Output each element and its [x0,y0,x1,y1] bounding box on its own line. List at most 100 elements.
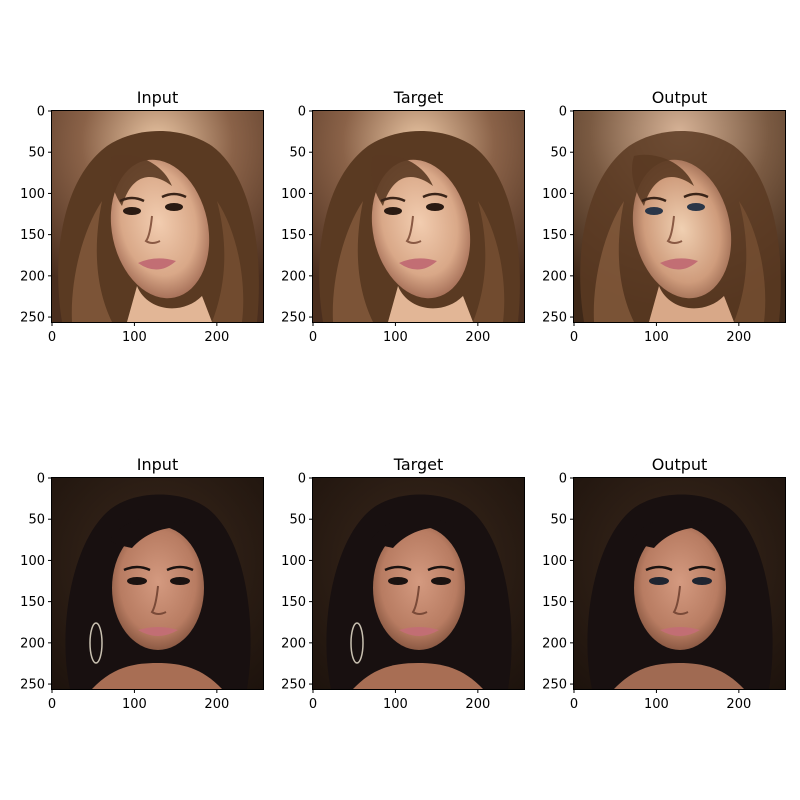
lips [660,258,698,270]
face-photo [574,478,785,689]
x-tick-label: 100 [383,330,408,345]
y-tick-label: 0 [37,105,45,120]
x-tick-label: 0 [48,697,56,712]
nose [411,585,428,615]
axes-frame [51,477,264,690]
axes-frame [573,110,786,323]
y-tick-label: 50 [550,146,567,161]
face [632,159,732,299]
x-tick-label: 200 [465,697,490,712]
face-photo [52,111,263,322]
hair-highlight [332,201,373,322]
eye [165,203,183,211]
y-tick-label: 200 [542,636,567,651]
eye [645,207,663,215]
eyebrow [641,196,667,203]
y-tick-label: 100 [20,554,45,569]
y-tick-label: 250 [542,311,567,326]
eye [388,577,408,585]
y-tick-label: 50 [289,513,306,528]
x-tick-label: 100 [122,330,147,345]
eyebrow [161,192,187,199]
x-tick-label: 100 [122,697,147,712]
nose [666,215,683,244]
x-tick-label: 200 [726,330,751,345]
eyebrow [427,565,455,572]
face-photo [574,111,785,322]
y-tick-label: 250 [542,678,567,693]
x-tick-label: 0 [48,330,56,345]
eyebrow [119,196,145,203]
y-tick-label: 100 [281,187,306,202]
y-tick-label: 0 [298,105,306,120]
y-tick-label: 200 [281,636,306,651]
eye [127,577,147,585]
lips [138,627,178,636]
hair-bangs [110,154,172,206]
neck [127,286,212,322]
lips [660,627,700,636]
eye [649,577,669,585]
face [110,159,210,299]
panel-title: Output [652,88,708,107]
axes-frame [573,477,786,690]
eye [123,207,141,215]
hoop-earring [350,622,364,664]
axes-frame [312,477,525,690]
y-tick-label: 200 [542,269,567,284]
eyebrow [384,565,412,572]
panel-title: Target [393,455,444,474]
axes-frame [312,110,525,323]
y-tick-label: 100 [281,554,306,569]
eyebrow [683,192,709,199]
x-tick-label: 0 [309,330,317,345]
shoulders [353,663,483,689]
x-tick-label: 0 [570,697,578,712]
y-tick-label: 0 [559,472,567,487]
eye [426,203,444,211]
eyebrow [380,196,406,203]
y-tick-label: 150 [20,228,45,243]
x-tick-label: 0 [309,697,317,712]
face-photo [313,111,524,322]
y-tick-label: 150 [542,228,567,243]
x-tick-label: 0 [570,330,578,345]
hoop-earring [89,622,103,664]
y-tick-label: 100 [542,187,567,202]
y-tick-label: 0 [298,472,306,487]
lips [138,258,176,270]
hair-bangs [371,154,433,206]
eye [170,577,190,585]
nose [405,215,422,244]
x-tick-label: 200 [204,330,229,345]
panel-title: Input [137,88,178,107]
hair-bangs [110,516,202,548]
eyebrow [123,565,151,572]
hair-highlight [212,201,244,322]
y-tick-label: 100 [542,554,567,569]
y-tick-label: 250 [20,678,45,693]
y-tick-label: 250 [281,311,306,326]
y-tick-label: 50 [550,513,567,528]
x-tick-label: 200 [204,697,229,712]
lips [399,258,437,270]
eye [687,203,705,211]
y-tick-label: 250 [281,678,306,693]
hair-highlight [473,201,505,322]
y-tick-label: 200 [20,636,45,651]
y-tick-label: 50 [28,146,45,161]
eyebrow [645,565,673,572]
hair-highlight [734,201,766,322]
axes-frame [51,110,264,323]
x-tick-label: 200 [465,330,490,345]
nose [150,585,167,615]
y-tick-label: 50 [289,146,306,161]
neck [649,286,734,322]
hair-bangs [632,154,694,206]
y-tick-label: 250 [20,311,45,326]
